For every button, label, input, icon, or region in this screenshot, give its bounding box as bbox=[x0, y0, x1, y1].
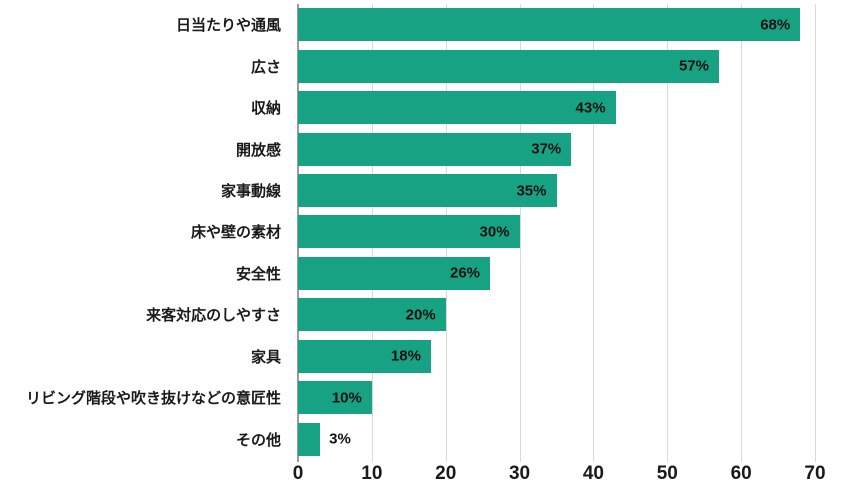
bar-value-label: 35% bbox=[516, 182, 547, 200]
category-label: 来客対応のしやすさ bbox=[146, 307, 281, 325]
category-label: 家事動線 bbox=[220, 183, 281, 201]
bar: 57% bbox=[298, 49, 719, 83]
gridline bbox=[741, 4, 743, 462]
category-label: 開放感 bbox=[235, 141, 281, 159]
bar: 68% bbox=[298, 8, 801, 42]
bar: 43% bbox=[298, 91, 616, 125]
bar-row: 35% bbox=[298, 170, 815, 211]
bar-value-label: 26% bbox=[449, 264, 481, 282]
bar-series: 68% 57% 43% 37% 35% 30% 26% 20% 18% 10% 3% bbox=[298, 4, 815, 460]
bar: 26% bbox=[298, 256, 491, 290]
bar-value-label: 20% bbox=[405, 306, 436, 324]
x-tick-label: 60 bbox=[730, 463, 752, 484]
x-tick-label: 10 bbox=[361, 463, 383, 484]
gridline bbox=[593, 4, 595, 462]
bar-value-label: 3% bbox=[329, 430, 351, 448]
bar: 3% bbox=[298, 422, 351, 456]
bar-value-label: 43% bbox=[575, 99, 606, 117]
bar-row: 26% bbox=[298, 253, 815, 294]
bar-row: 10% bbox=[298, 377, 815, 418]
bar-row: 3% bbox=[298, 419, 815, 460]
bar: 20% bbox=[298, 298, 446, 332]
gridline bbox=[815, 4, 816, 462]
bar-value-label: 57% bbox=[678, 57, 709, 75]
x-tick-label: 50 bbox=[656, 463, 678, 484]
category-label: 家具 bbox=[250, 348, 281, 366]
bar: 10% bbox=[298, 381, 372, 415]
bar: 35% bbox=[298, 174, 557, 208]
bar-row: 30% bbox=[298, 211, 815, 252]
bar-value-label: 10% bbox=[331, 389, 362, 407]
bar-value-label: 30% bbox=[479, 223, 510, 241]
category-axis: 日当たりや通風広さ収納開放感家事動線床や壁の素材安全性来客対応のしやすさ家具リビ… bbox=[0, 4, 290, 460]
bar-row: 68% bbox=[298, 4, 815, 45]
category-label: 収納 bbox=[250, 100, 281, 118]
bar-value-label: 68% bbox=[760, 16, 791, 34]
gridline bbox=[519, 4, 521, 462]
plot-area: 68% 57% 43% 37% 35% 30% 26% 20% 18% 10% 3% bbox=[297, 4, 816, 462]
bar-row: 43% bbox=[298, 87, 815, 128]
x-axis: 0 10 20 30 40 50 60 70 bbox=[293, 463, 826, 489]
x-tick-label: 30 bbox=[508, 463, 531, 484]
category-label: 広さ bbox=[250, 58, 281, 76]
category-label: 床や壁の素材 bbox=[190, 224, 281, 242]
x-tick-label: 0 bbox=[292, 463, 304, 484]
category-label: リビング階段や吹き抜けなどの意匠性 bbox=[25, 390, 281, 408]
bar: 37% bbox=[298, 132, 572, 166]
bar-row: 37% bbox=[298, 128, 815, 169]
bar: 30% bbox=[298, 215, 520, 249]
bar-value-label: 18% bbox=[390, 347, 421, 365]
category-label: その他 bbox=[235, 431, 281, 449]
bar-value-label: 37% bbox=[531, 140, 562, 158]
bar-row: 57% bbox=[298, 45, 815, 86]
bar-row: 18% bbox=[298, 336, 815, 377]
category-label: 安全性 bbox=[235, 265, 281, 283]
x-tick-label: 70 bbox=[804, 463, 826, 484]
category-label: 日当たりや通風 bbox=[175, 17, 281, 35]
x-tick-label: 40 bbox=[582, 463, 604, 484]
gridline bbox=[667, 4, 669, 462]
bar-row: 20% bbox=[298, 294, 815, 335]
x-tick-label: 20 bbox=[435, 463, 457, 484]
bar: 18% bbox=[298, 339, 431, 373]
